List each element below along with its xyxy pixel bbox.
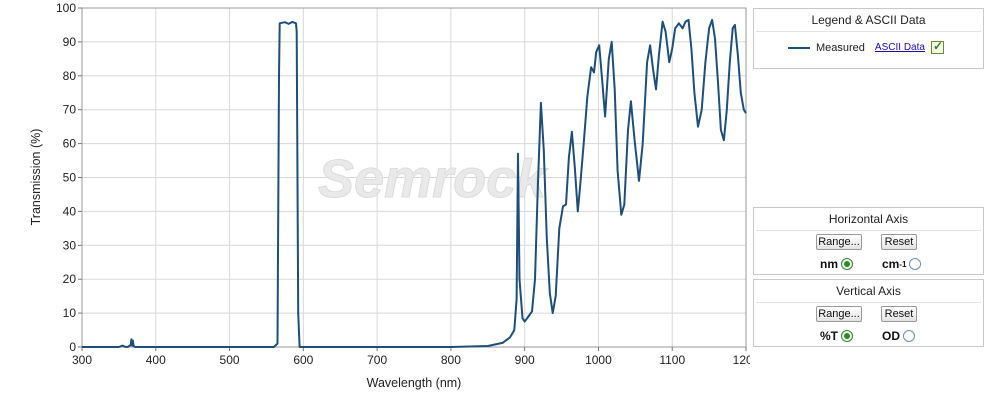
measured-line-swatch xyxy=(788,46,810,49)
series-layer xyxy=(82,18,747,348)
x-tick-label: 900 xyxy=(515,353,535,367)
x-tick-label: 300 xyxy=(72,353,92,367)
transmission-option-label: %T xyxy=(820,329,838,343)
semrock-watermark: Semrock xyxy=(318,149,549,209)
od-radio[interactable] xyxy=(903,330,915,342)
vertical-reset-button[interactable]: Reset xyxy=(881,306,917,322)
x-tick-label: 800 xyxy=(441,353,461,367)
nm-option[interactable]: nm xyxy=(820,257,853,271)
transmission-chart: Semrock 300 400 500 600 700 800 900 1000 1100 120… xyxy=(29,1,750,390)
vertical-range-button[interactable]: Range... xyxy=(816,306,862,322)
wavenumber-option-label: cm xyxy=(882,257,900,271)
y-tick-label: 100 xyxy=(56,1,76,15)
checkmark-icon: ✓ xyxy=(932,39,944,53)
x-tick-label: 700 xyxy=(367,353,387,367)
od-option[interactable]: OD xyxy=(882,329,915,343)
x-tick-label: 500 xyxy=(220,353,240,367)
nm-option-label: nm xyxy=(820,257,838,271)
legend-entry: Measured ASCII Data ✓ xyxy=(788,39,944,54)
legend-panel-title: Legend & ASCII Data xyxy=(756,9,981,32)
transmission-option[interactable]: %T xyxy=(820,329,853,343)
x-tick-label: 1000 xyxy=(585,353,612,367)
horizontal-axis-title: Horizontal Axis xyxy=(756,208,981,231)
legend-panel: Legend & ASCII Data Measured ASCII Data … xyxy=(753,8,984,69)
horizontal-axis-panel: Horizontal Axis Range... Reset nm cm -1 xyxy=(753,207,984,275)
y-tick-label: 80 xyxy=(63,69,77,83)
nm-radio[interactable] xyxy=(841,258,853,270)
transmission-radio[interactable] xyxy=(841,330,853,342)
horizontal-range-button[interactable]: Range... xyxy=(816,234,862,250)
horizontal-reset-button[interactable]: Reset xyxy=(881,234,917,250)
y-tick-label: 50 xyxy=(63,171,77,185)
series-line-measured xyxy=(82,18,747,348)
y-tick-label: 20 xyxy=(63,272,77,286)
y-tick-label: 90 xyxy=(63,35,77,49)
od-option-label: OD xyxy=(882,329,900,343)
y-tick-label: 10 xyxy=(63,306,77,320)
wavenumber-superscript: -1 xyxy=(899,259,907,269)
measured-visibility-checkbox[interactable]: ✓ xyxy=(930,39,944,54)
x-axis-label: Wavelength (nm) xyxy=(367,376,462,390)
x-tick-label: 1100 xyxy=(659,353,685,367)
y-tick-label: 70 xyxy=(63,103,77,117)
legend-series-label: Measured xyxy=(816,41,865,54)
vertical-axis-panel: Vertical Axis Range... Reset %T OD xyxy=(753,279,984,347)
y-tick-label: 40 xyxy=(63,204,77,218)
wavenumber-option[interactable]: cm -1 xyxy=(882,257,922,271)
vertical-axis-title: Vertical Axis xyxy=(756,280,981,303)
y-tick-label: 60 xyxy=(63,137,77,151)
x-tick-label: 400 xyxy=(146,353,166,367)
x-tick-label: 600 xyxy=(293,353,313,367)
y-axis-label: Transmission (%) xyxy=(29,129,43,226)
ascii-data-link[interactable]: ASCII Data xyxy=(874,42,925,53)
wavenumber-radio[interactable] xyxy=(909,258,922,270)
y-tick-label: 0 xyxy=(69,340,76,354)
y-tick-label: 30 xyxy=(63,238,77,252)
